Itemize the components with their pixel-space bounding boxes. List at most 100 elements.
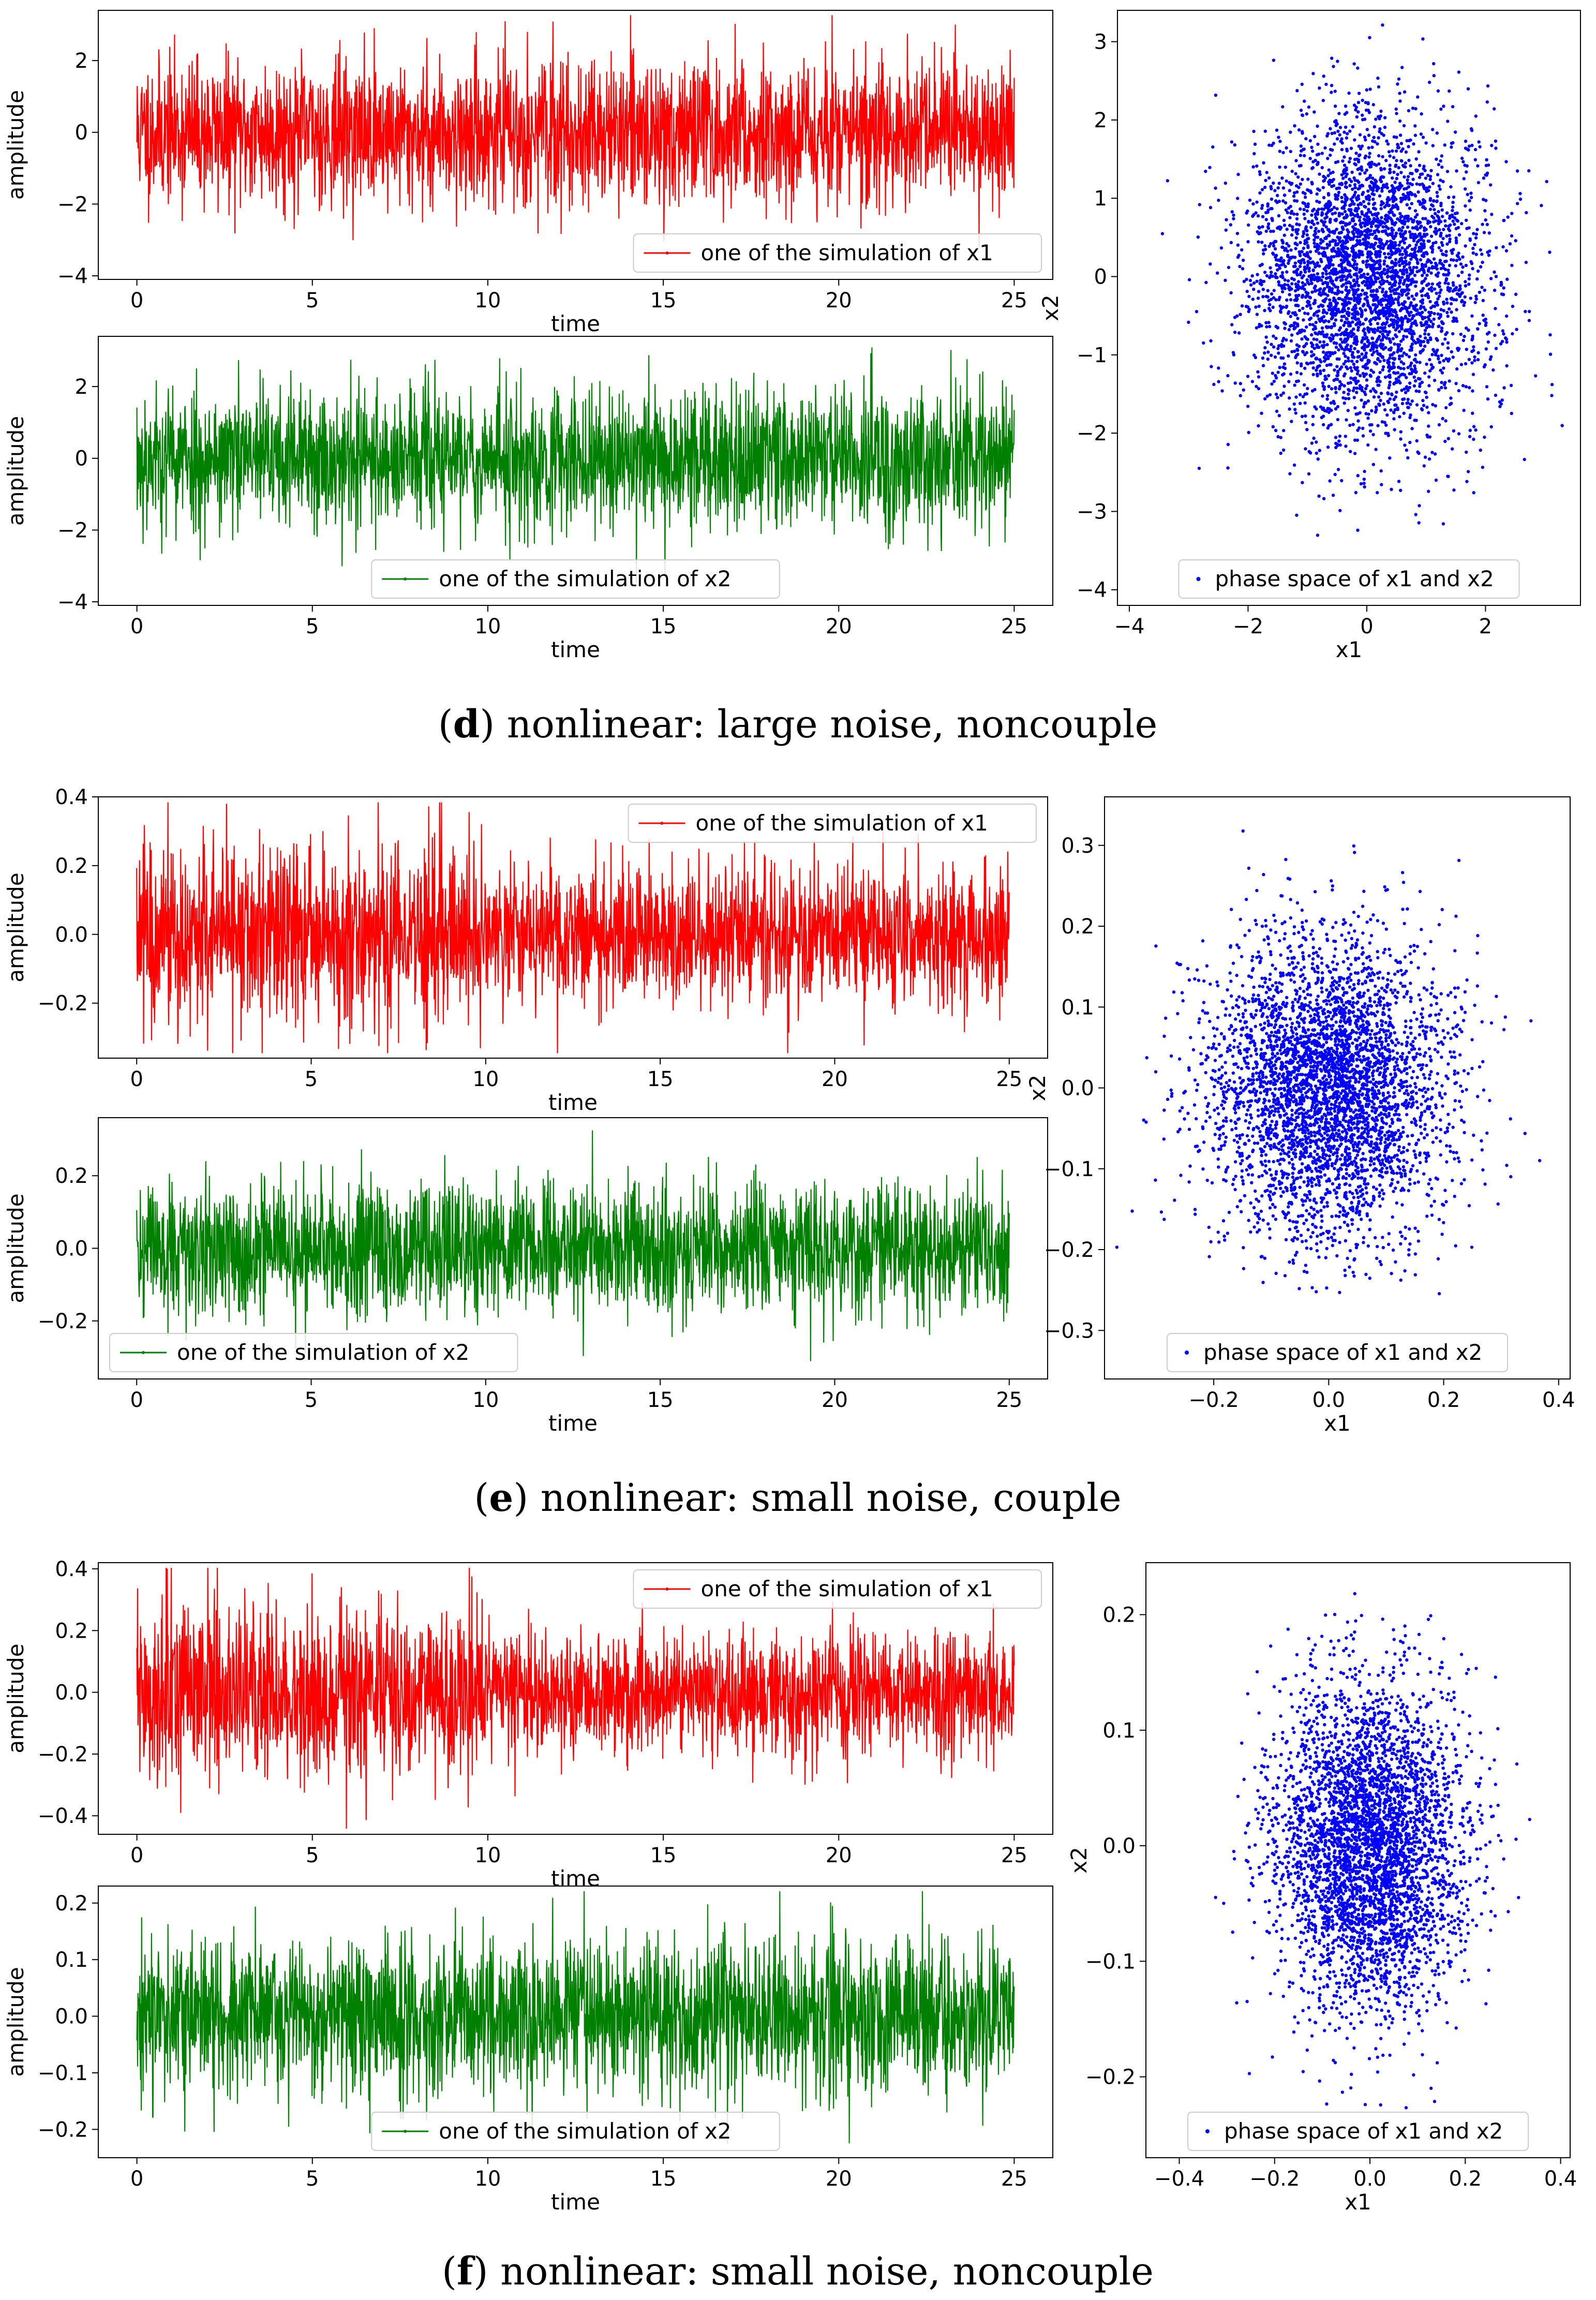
scatter-point (1261, 295, 1265, 299)
scatter-point (1295, 992, 1299, 996)
scatter-point (1445, 301, 1449, 305)
scatter-point (1301, 350, 1305, 354)
scatter-point (1429, 169, 1433, 172)
scatter-point (1272, 181, 1275, 185)
scatter-point (1393, 988, 1397, 992)
scatter-point (1269, 229, 1273, 233)
scatter-point (1476, 164, 1480, 168)
scatter-point (1505, 277, 1509, 281)
scatter-point (1387, 331, 1391, 334)
scatter-point (1315, 153, 1319, 157)
scatter-point (1398, 285, 1401, 289)
x-tick-label: 20 (822, 1067, 848, 1091)
scatter-point (1361, 118, 1365, 122)
scatter-point (1329, 351, 1332, 354)
scatter-point (1462, 408, 1466, 412)
scatter-point (1423, 332, 1427, 336)
scatter-point (1263, 346, 1267, 350)
scatter-point (1441, 252, 1444, 256)
scatter-point (1290, 333, 1294, 337)
scatter-point (1278, 266, 1281, 270)
scatter-point (1399, 316, 1404, 320)
scatter-point (1285, 146, 1288, 150)
scatter-point (1480, 286, 1484, 289)
scatter-point (1408, 440, 1412, 444)
scatter-point (1220, 389, 1224, 393)
scatter-point (1359, 307, 1362, 310)
scatter-point (1443, 281, 1447, 285)
scatter-point (1366, 272, 1369, 276)
scatter-point (1343, 321, 1347, 324)
scatter-point (1388, 168, 1392, 171)
scatter-point (1454, 382, 1458, 385)
scatter-point (1453, 287, 1457, 291)
scatter-point (1248, 278, 1252, 283)
scatter-point (1273, 240, 1277, 243)
scatter-point (1303, 366, 1307, 370)
scatter-point (1424, 176, 1428, 180)
scatter-point (1432, 62, 1436, 66)
scatter-point (1443, 219, 1447, 223)
scatter-point (1396, 343, 1399, 347)
scatter-point (1278, 165, 1281, 169)
scatter-point (1437, 271, 1440, 275)
scatter-point (1420, 235, 1424, 239)
scatter-point (1334, 239, 1337, 243)
scatter-point (1528, 309, 1531, 314)
scatter-point (1382, 252, 1386, 256)
scatter-point (1406, 406, 1410, 409)
scatter-point (1486, 397, 1490, 401)
scatter-point (1356, 229, 1360, 233)
scatter-point (1258, 264, 1262, 268)
scatter-point (1325, 1247, 1329, 1251)
scatter-point (1351, 1270, 1355, 1274)
scatter-point (1451, 355, 1455, 359)
scatter-point (1397, 303, 1401, 307)
scatter-point (1277, 298, 1281, 302)
scatter-point (1338, 310, 1342, 314)
scatter-point (1415, 213, 1419, 217)
scatter-point (1295, 190, 1299, 194)
scatter-point (1413, 133, 1418, 137)
scatter-point (1396, 207, 1400, 211)
scatter-point (1388, 287, 1392, 291)
scatter-point (1320, 986, 1323, 990)
scatter-point (1379, 299, 1382, 302)
scatter-point (1236, 243, 1240, 247)
scatter-point (1242, 279, 1246, 283)
scatter-point (1423, 187, 1427, 190)
scatter-point (1318, 449, 1321, 452)
scatter-point (1362, 279, 1366, 284)
scatter-point (1435, 263, 1439, 267)
scatter-point (1335, 365, 1339, 368)
scatter-point (1204, 1119, 1208, 1123)
scatter-point (1362, 405, 1366, 409)
scatter-point (1342, 977, 1346, 981)
scatter-point (1367, 412, 1370, 416)
scatter-point (1419, 242, 1423, 246)
scatter-point (1355, 115, 1359, 119)
scatter-point (1361, 336, 1365, 340)
scatter-point (1308, 157, 1312, 160)
scatter-point (1390, 392, 1394, 396)
scatter-point (1268, 393, 1272, 397)
scatter-point (1360, 212, 1364, 216)
scatter-point (1370, 192, 1374, 196)
scatter-point (1347, 91, 1351, 95)
scatter-point (1274, 255, 1277, 259)
scatter-point (1326, 207, 1330, 211)
scatter-point (1233, 381, 1237, 385)
scatter-point (1423, 390, 1427, 394)
legend: one of the simulation of x2 (371, 559, 780, 599)
scatter-point (1353, 316, 1356, 319)
scatter-point (1398, 1230, 1403, 1234)
scatter-point (1255, 164, 1259, 168)
scatter-point (1278, 140, 1282, 143)
scatter-point (1433, 452, 1437, 456)
scatter-point (1436, 348, 1439, 352)
scatter-point (1281, 241, 1285, 245)
scatter-point (1308, 295, 1311, 299)
scatter-point (1351, 195, 1355, 199)
scatter-point (1281, 245, 1285, 249)
scatter-point (1421, 136, 1425, 139)
